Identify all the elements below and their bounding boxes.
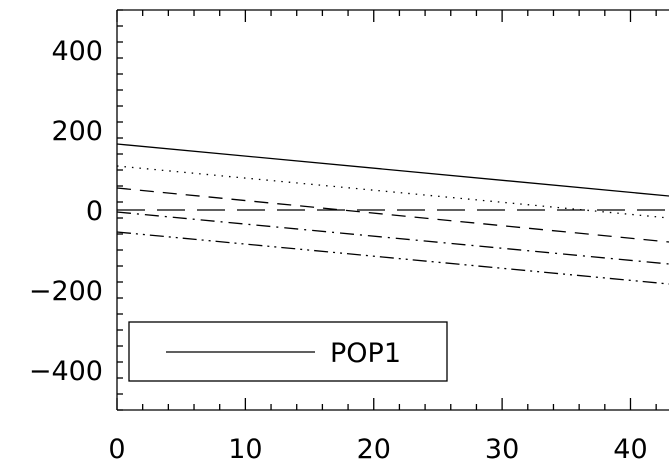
legend-label-pop1: POP1 <box>330 338 401 369</box>
tick-labels: 0 10 20 30 40 −400 −200 0 200 400 <box>29 36 648 465</box>
series-line-dash-dot-dot <box>116 231 669 285</box>
axes-frame <box>116 9 669 411</box>
legend: POP1 <box>128 321 448 382</box>
x-tick-label: 20 <box>357 434 391 465</box>
series-lines <box>116 143 669 285</box>
x-tick-label: 40 <box>613 434 647 465</box>
x-tick-label: 10 <box>228 434 262 465</box>
y-tick-label: −400 <box>29 356 103 387</box>
y-tick-label: 400 <box>51 36 103 67</box>
axis-ticks <box>116 9 657 411</box>
x-tick-label: 0 <box>108 434 125 465</box>
y-tick-label: 0 <box>86 196 103 227</box>
x-tick-label: 30 <box>485 434 519 465</box>
series-line-pop1 <box>116 143 669 197</box>
y-tick-label: 200 <box>51 116 103 147</box>
y-tick-label: −200 <box>29 276 103 307</box>
series-line-dashed <box>116 187 669 243</box>
series-line-dash-dot <box>116 211 669 265</box>
